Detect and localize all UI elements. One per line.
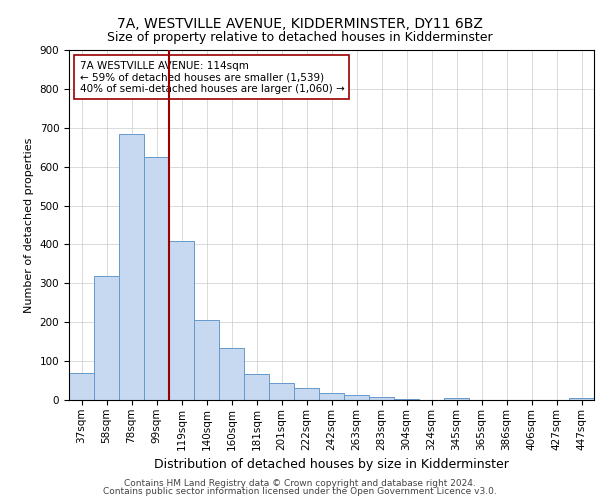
Bar [444,398,469,400]
Text: Contains public sector information licensed under the Open Government Licence v3: Contains public sector information licen… [103,487,497,496]
Bar [69,373,94,400]
Bar [319,393,344,400]
Bar [244,374,269,400]
Bar [219,348,244,400]
Bar [194,320,219,400]
Y-axis label: Number of detached properties: Number of detached properties [24,138,34,312]
Bar [169,240,194,400]
Bar [344,396,369,400]
Bar [94,276,119,400]
Bar [294,388,319,400]
X-axis label: Distribution of detached houses by size in Kidderminster: Distribution of detached houses by size … [154,458,509,471]
Bar [369,397,394,400]
Text: Contains HM Land Registry data © Crown copyright and database right 2024.: Contains HM Land Registry data © Crown c… [124,478,476,488]
Text: 7A, WESTVILLE AVENUE, KIDDERMINSTER, DY11 6BZ: 7A, WESTVILLE AVENUE, KIDDERMINSTER, DY1… [117,18,483,32]
Bar [394,399,419,400]
Bar [119,134,144,400]
Text: Size of property relative to detached houses in Kidderminster: Size of property relative to detached ho… [107,31,493,44]
Bar [569,398,594,400]
Text: 7A WESTVILLE AVENUE: 114sqm
← 59% of detached houses are smaller (1,539)
40% of : 7A WESTVILLE AVENUE: 114sqm ← 59% of det… [79,60,344,94]
Bar [144,157,169,400]
Bar [269,382,294,400]
